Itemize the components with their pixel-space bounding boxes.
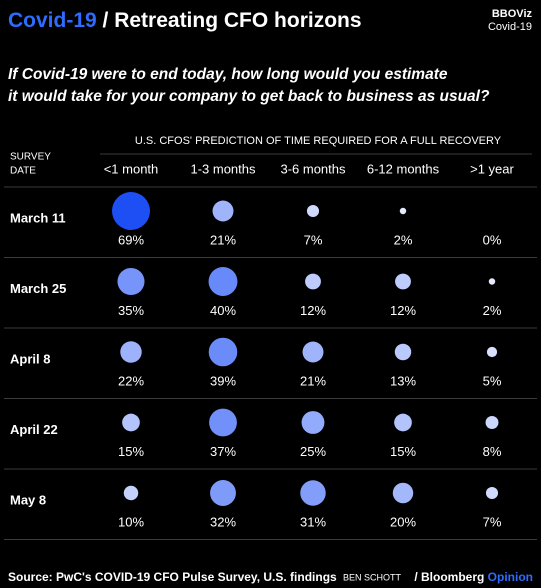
bubble [112, 192, 150, 230]
column-label: <1 month [104, 161, 159, 176]
row-header: SURVEY [10, 152, 51, 163]
bubble [120, 341, 142, 363]
value-label: 37% [210, 444, 236, 459]
column-header-title: U.S. CFOS' PREDICTION OF TIME REQUIRED F… [135, 135, 502, 147]
publisher: / Bloomberg Opinion [414, 570, 533, 584]
brand: BBOViz [492, 8, 533, 20]
value-label: 21% [210, 232, 236, 247]
value-label: 39% [210, 373, 236, 388]
bubble [212, 200, 234, 222]
bubble [486, 346, 498, 358]
value-label: 2% [394, 232, 413, 247]
title-text: / Retreating CFO horizons [103, 9, 362, 32]
value-label: 0% [483, 232, 502, 247]
row-label: March 25 [10, 281, 66, 296]
bubble [300, 480, 326, 506]
value-label: 12% [300, 303, 326, 318]
value-label: 7% [483, 514, 502, 529]
value-label: 21% [300, 373, 326, 388]
value-label: 25% [300, 444, 326, 459]
author: BEN SCHOTT [343, 572, 402, 582]
bubble [392, 482, 414, 504]
title-topic: Covid-19 [8, 9, 97, 32]
bubble [394, 413, 412, 432]
bubble [302, 341, 324, 363]
bubble [209, 408, 237, 437]
value-label: 40% [210, 303, 236, 318]
bubble [208, 337, 238, 367]
column-label: >1 year [470, 161, 514, 176]
publisher-section: Opinion [488, 570, 533, 584]
bubble [305, 273, 321, 290]
value-label: 12% [390, 303, 416, 318]
value-label: 32% [210, 514, 236, 529]
bubble [485, 486, 499, 500]
value-label: 7% [304, 232, 323, 247]
column-label: 3-6 months [280, 161, 346, 176]
row-label: May 8 [10, 492, 46, 507]
chart-title: Covid-19 / Retreating CFO horizons [8, 9, 362, 32]
subtitle: If Covid-19 were to end today, how long … [8, 66, 448, 83]
value-label: 15% [118, 444, 144, 459]
bubble [306, 204, 320, 218]
bubble [399, 207, 407, 215]
value-label: 20% [390, 514, 416, 529]
row-header: DATE [10, 166, 36, 177]
bubble [122, 413, 140, 432]
bubble [123, 485, 139, 501]
source: Source: PwC's COVID-19 CFO Pulse Survey,… [8, 570, 337, 584]
bubble [394, 343, 412, 361]
row-label: April 22 [10, 422, 58, 437]
value-label: 13% [390, 373, 416, 388]
column-label: 1-3 months [190, 161, 256, 176]
value-label: 10% [118, 514, 144, 529]
value-label: 22% [118, 373, 144, 388]
row-label: April 8 [10, 351, 50, 366]
subtitle: it would take for your company to get ba… [8, 88, 490, 105]
value-label: 35% [118, 303, 144, 318]
bubble [210, 480, 236, 506]
value-label: 69% [118, 232, 144, 247]
bubble [485, 416, 499, 429]
value-label: 15% [390, 444, 416, 459]
bubble [488, 278, 496, 285]
value-label: 5% [483, 373, 502, 388]
bubble [117, 267, 145, 296]
publisher-name: Bloomberg [421, 570, 484, 584]
bubble [301, 411, 325, 434]
row-label: March 11 [10, 210, 66, 225]
bubble [208, 267, 238, 296]
value-label: 2% [483, 303, 502, 318]
brand-topic: Covid-19 [488, 21, 532, 33]
column-label: 6-12 months [367, 161, 440, 176]
bubble [395, 273, 411, 290]
value-label: 8% [483, 444, 502, 459]
value-label: 31% [300, 514, 326, 529]
